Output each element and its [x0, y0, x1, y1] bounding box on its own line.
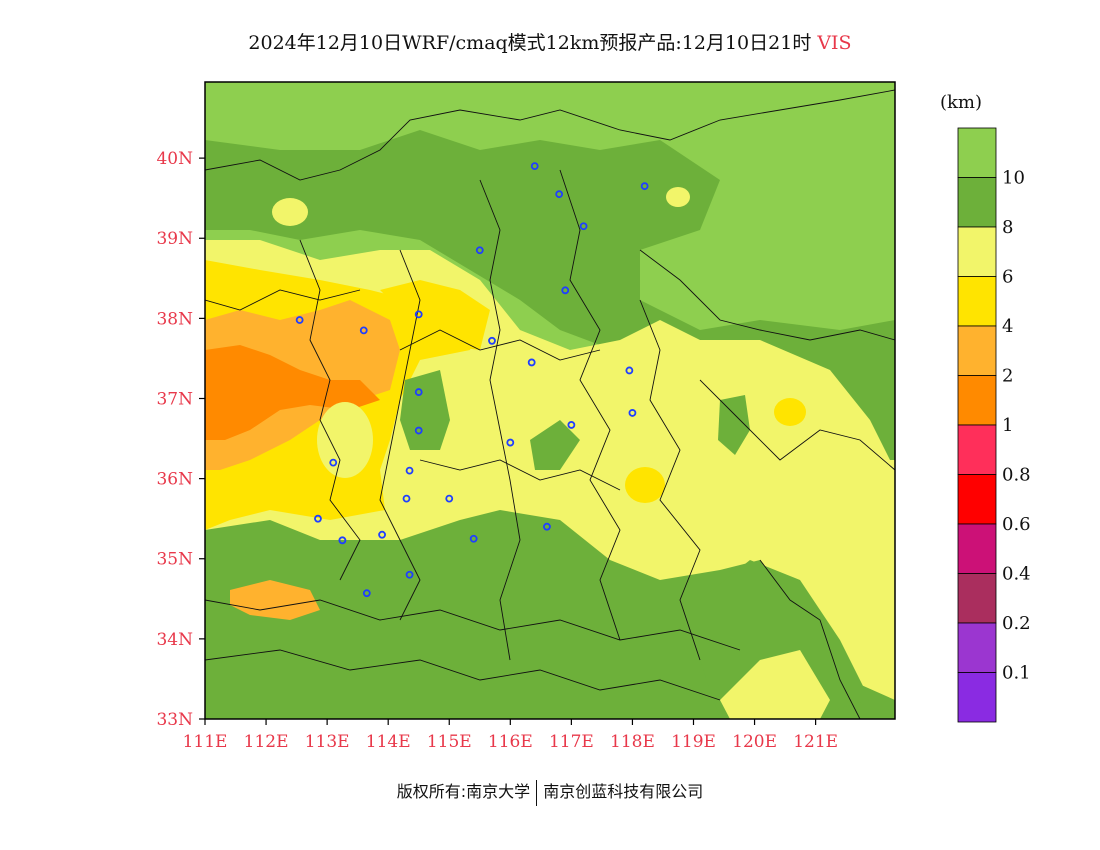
station-marker [488, 336, 496, 345]
legend-swatch [957, 523, 997, 574]
map-title: 2024年12月10日WRF/cmaq模式12km预报产品:12月10日21时 V… [0, 28, 1100, 55]
station-marker [530, 162, 539, 171]
station-marker [579, 222, 588, 231]
station-marker [543, 522, 551, 531]
field-vis-8-10-north [205, 130, 895, 500]
lat-label: 37N [156, 389, 193, 409]
station-marker [329, 458, 338, 467]
lat-label: 40N [156, 149, 193, 169]
legend-label: 8 [1002, 217, 1013, 238]
lat-label: 39N [156, 229, 193, 249]
field-vis-8-10-patch-a [400, 370, 450, 450]
lat-label: 38N [156, 309, 193, 329]
legend-swatch [957, 276, 997, 327]
legend-swatch [957, 622, 997, 673]
copyright-owner: 版权所有:南京大学 [396, 782, 531, 801]
station-marker [414, 388, 423, 396]
lon-label: 114E [366, 732, 411, 752]
station-marker [295, 316, 304, 324]
lat-label: 34N [156, 630, 193, 650]
field-vis-1-2 [205, 345, 380, 440]
legend-label: 10 [1002, 168, 1025, 189]
station-marker [527, 358, 536, 367]
boundary-lines [205, 89, 895, 719]
station-marker [506, 438, 515, 447]
station-marker [445, 494, 454, 503]
station-marker [414, 310, 423, 319]
field-vis-4-6-spot-a [625, 467, 665, 503]
field-vis-6-8-spot [272, 198, 308, 226]
station-marker [567, 421, 576, 429]
map-frame [204, 81, 896, 720]
legend-label: 0.1 [1002, 663, 1031, 684]
station-marker [359, 326, 368, 335]
lon-label: 119E [671, 732, 716, 752]
station-marker [405, 570, 414, 579]
legend-swatch [957, 226, 997, 277]
station-marker [405, 466, 414, 475]
field-vis-4-6-spot-b [774, 398, 806, 426]
legend-label: 2 [1002, 366, 1013, 387]
lon-label: 118E [610, 732, 655, 752]
legend-label: 0.2 [1002, 613, 1031, 634]
station-marker [625, 366, 634, 375]
lon-label: 112E [244, 732, 289, 752]
legend-swatch [957, 127, 997, 178]
legend-label: 0.4 [1002, 564, 1031, 585]
title-variable: VIS [817, 32, 852, 54]
station-marker [362, 589, 371, 598]
title-main: 2024年12月10日WRF/cmaq模式12km预报产品:12月10日21时 [248, 32, 812, 54]
legend-swatch [957, 424, 997, 475]
lon-label: 116E [488, 732, 533, 752]
station-marker [338, 536, 347, 545]
lon-label: 111E [183, 732, 228, 752]
lon-label: 121E [793, 732, 838, 752]
field-vis-4-6-north [380, 280, 490, 350]
lon-label: 117E [549, 732, 594, 752]
field-vis-6-8-spot-b [666, 187, 690, 207]
station-marker [378, 530, 386, 539]
field-vis-8-10-patch-b [530, 420, 580, 470]
legend-label: 0.6 [1002, 514, 1031, 535]
legend-label: 1 [1002, 415, 1013, 436]
footer: 版权所有:南京大学 南京创蓝科技有限公司 [0, 778, 1100, 806]
visibility-field [205, 82, 895, 719]
station-marker [628, 409, 637, 417]
field-vis-2-4-south [230, 580, 320, 620]
lon-label: 115E [427, 732, 472, 752]
legend-label: 0.8 [1002, 465, 1031, 486]
legend-swatch [957, 573, 997, 624]
legend-swatch [957, 474, 997, 525]
longitude-axis: 111E 112E 113E 114E 115E 116E 117E 118E 119E 120E… [183, 719, 838, 752]
lat-label: 35N [156, 550, 193, 570]
copyright-company: 南京创蓝科技有限公司 [543, 782, 704, 801]
station-marker [314, 514, 322, 523]
lon-label: 120E [732, 732, 777, 752]
legend-label: 6 [1002, 267, 1013, 288]
lat-label: 36N [156, 470, 193, 490]
lat-label: 33N [156, 710, 193, 730]
legend-swatch [957, 375, 997, 426]
latitude-axis: 40N 39N 38N 37N 36N 35N 34N 33N [156, 149, 205, 730]
field-vis-6-8-patch [720, 650, 830, 719]
lon-label: 113E [305, 732, 350, 752]
station-marker [402, 494, 411, 503]
station-markers [295, 162, 649, 598]
station-marker [640, 182, 649, 191]
station-marker [414, 426, 423, 435]
station-marker [475, 246, 484, 255]
station-marker [469, 534, 478, 543]
footer-separator [536, 779, 538, 806]
field-vis-8-10-patch-c [718, 395, 750, 455]
station-marker [561, 286, 570, 295]
legend-swatch [957, 672, 997, 723]
legend: 10 8 6 4 2 1 0.8 0.6 0.4 0.2 0.1 [957, 127, 1031, 723]
station-marker [555, 190, 564, 199]
legend-label: 4 [1002, 316, 1013, 337]
legend-unit: (km) [940, 92, 982, 113]
legend-swatch [957, 325, 997, 376]
legend-swatch [957, 177, 997, 228]
field-vis-6-8-bubble [317, 402, 373, 478]
